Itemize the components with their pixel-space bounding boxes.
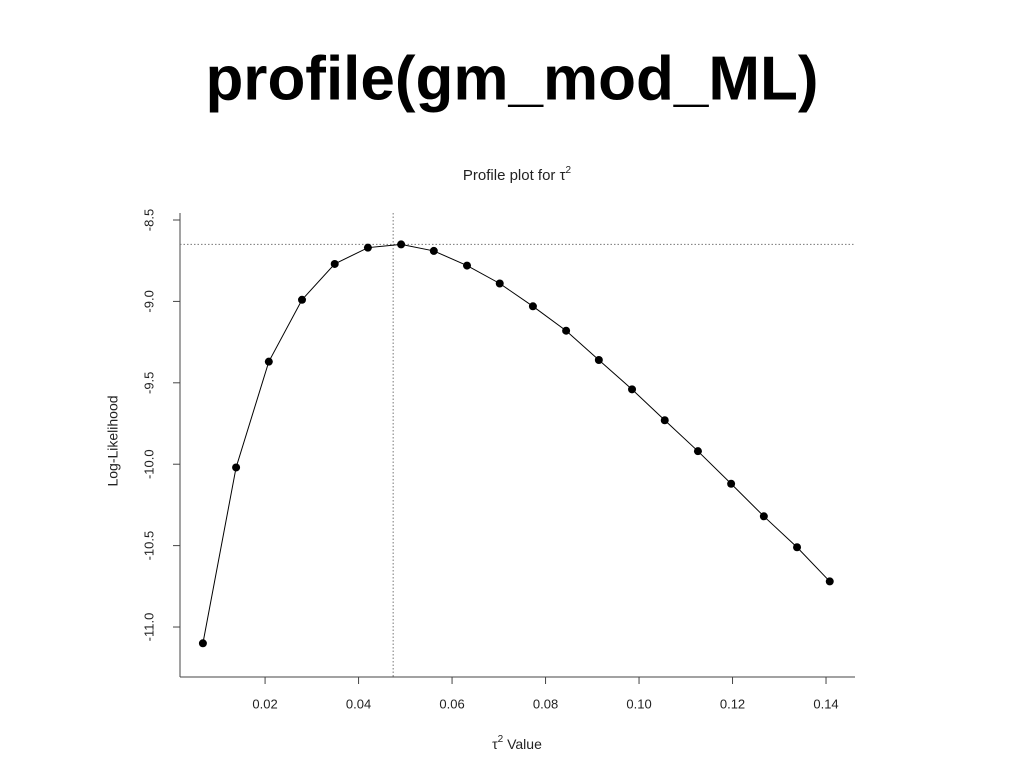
- point: [628, 385, 637, 394]
- point: [232, 463, 241, 472]
- y-tick-label: -8.5: [141, 209, 156, 231]
- point: [594, 356, 603, 365]
- point: [363, 243, 372, 252]
- x-tick-label: 0.04: [346, 696, 371, 711]
- y-tick-label: -10.5: [141, 531, 156, 561]
- point: [397, 240, 406, 249]
- point: [463, 261, 472, 270]
- point: [793, 543, 802, 552]
- point: [693, 447, 702, 456]
- x-tick-label: 0.10: [626, 696, 651, 711]
- point: [528, 302, 537, 311]
- x-tick-label: 0.12: [720, 696, 745, 711]
- point: [562, 326, 571, 335]
- chart-title-sup: 2: [566, 165, 572, 176]
- y-tick-label: -11.0: [141, 613, 156, 642]
- x-tick-label: 0.06: [439, 696, 464, 711]
- y-axis-label: Log-Likelihood: [105, 395, 121, 486]
- point: [330, 259, 339, 268]
- point: [298, 295, 307, 304]
- point: [727, 479, 736, 488]
- x-tick-label: 0.02: [252, 696, 277, 711]
- x-label-base: τ: [492, 736, 498, 752]
- y-tick-label: -9.0: [141, 290, 156, 312]
- slide-title: profile(gm_mod_ML): [205, 44, 818, 113]
- x-tick-label: 0.14: [813, 696, 838, 711]
- x-tick-label: 0.08: [533, 696, 558, 711]
- point: [660, 416, 669, 425]
- chart-title-text: Profile plot for τ: [463, 167, 566, 184]
- y-tick-label: -9.5: [141, 372, 156, 394]
- y-tick-label: -10.0: [141, 449, 156, 479]
- x-axis-label: τ2 Value: [492, 734, 542, 752]
- chart-title: Profile plot for τ2: [463, 165, 572, 184]
- x-label-sup: 2: [498, 734, 504, 745]
- point: [429, 246, 438, 255]
- point: [825, 577, 834, 586]
- point: [264, 357, 273, 366]
- x-label-rest: Value: [503, 736, 542, 752]
- line: [202, 243, 831, 644]
- point: [759, 512, 768, 521]
- point: [495, 279, 504, 288]
- point: [198, 639, 207, 648]
